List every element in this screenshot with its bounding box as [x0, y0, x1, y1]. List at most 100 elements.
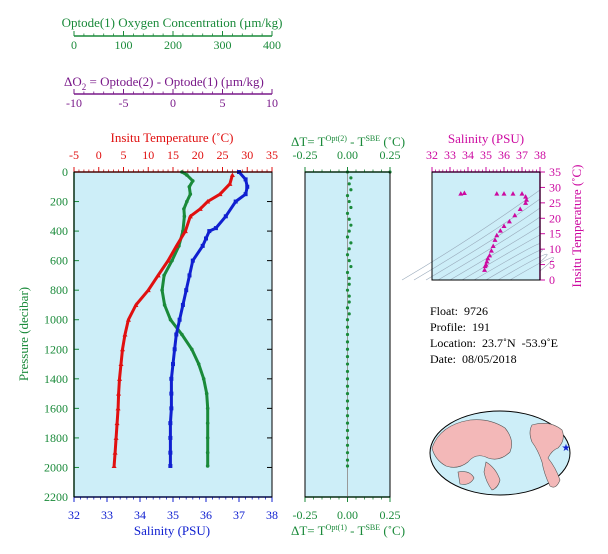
salinity-tick-label: 37 — [233, 508, 245, 522]
ts-density-contour — [509, 257, 554, 281]
salinity-point — [204, 236, 208, 241]
temperature-point — [155, 272, 161, 278]
salinity-tick-label: 33 — [101, 508, 113, 522]
oxygen-tick-label: 300 — [214, 38, 232, 52]
salinity-point — [243, 177, 248, 182]
ts-point — [510, 191, 516, 196]
salinity-point — [168, 463, 173, 468]
profile-number: Profile: 191 — [430, 320, 490, 334]
salinity-tick-label: 36 — [200, 508, 212, 522]
ts-y-tick-label: 20 — [549, 211, 561, 225]
ts-point — [494, 232, 500, 238]
pressure-tick-label: 2200 — [44, 490, 68, 504]
ts-point — [519, 191, 525, 196]
delta-t-top-title-a: ΔT= T — [291, 134, 326, 149]
delta-t-point — [347, 247, 351, 251]
delta-t-point — [345, 362, 350, 366]
ts-x-tick-label: 35 — [480, 148, 492, 162]
oxygen-tick-label: 0 — [71, 38, 77, 52]
salinity-point — [213, 226, 218, 231]
delta-o2-title-subscript: 2 — [82, 82, 87, 92]
delta-o2-axis-ticks: -10 -5 0 5 10 — [66, 89, 278, 110]
oxygen-point — [182, 214, 187, 219]
ts-point — [506, 218, 512, 224]
delta-t-point — [345, 332, 350, 337]
delta-t-bottom-tick-label: 0.00 — [337, 508, 358, 522]
temperature-point — [122, 332, 128, 337]
delta-t-point — [347, 312, 351, 316]
oxygen-point — [187, 184, 192, 189]
delta-t-point — [347, 229, 351, 233]
delta-t-axis-ticks: -0.25 0.00 0.25 -0.25 0.00 0.25 — [293, 148, 401, 522]
delta-t-top-title-sup2: SBE — [365, 134, 380, 143]
oxygen-tick-label: 100 — [115, 38, 133, 52]
temperature-tick-label: 10 — [142, 148, 154, 162]
delta-t-point — [345, 414, 350, 418]
map-land-eurasia — [431, 419, 512, 468]
profile-panel-frame — [73, 171, 273, 498]
ts-density-contour — [425, 207, 541, 281]
ts-y-tick-label: 10 — [549, 242, 561, 256]
ts-x-tick-label: 36 — [498, 148, 510, 162]
ts-x-tick-label: 38 — [534, 148, 546, 162]
salinity-point — [174, 332, 179, 337]
temperature-point — [118, 361, 124, 367]
salinity-point — [223, 214, 228, 219]
delta-t-point — [345, 464, 350, 468]
delta-t-point — [347, 199, 351, 204]
delta-t-bottom-title-sup: Opt(1) — [326, 523, 348, 532]
salinity-point — [168, 435, 173, 440]
ts-y-tick-label: 15 — [549, 227, 561, 241]
temperature-tick-label: 0 — [96, 148, 102, 162]
oxygen-point — [170, 258, 174, 263]
delta-t-point — [345, 235, 350, 239]
delta-t-panel-frame — [304, 171, 391, 498]
delta-t-bottom-title-a: ΔT= T — [291, 523, 326, 538]
temperature-tick-label: 25 — [217, 148, 229, 162]
oxygen-point — [190, 347, 194, 352]
delta-t-point — [347, 217, 351, 221]
ts-point — [482, 263, 488, 269]
profile-panel-background — [74, 172, 272, 497]
temperature-point — [111, 463, 117, 468]
salinity-point — [168, 450, 173, 455]
delta-o2-title-rest: = Optode(2) - Optode(1) (µm/kg) — [86, 74, 264, 89]
oxygen-point — [205, 421, 210, 425]
ts-ylabel: Insitu Temperature (˚C) — [569, 164, 584, 287]
oxygen-tick-label: 200 — [164, 38, 182, 52]
delta-t-point — [345, 194, 350, 198]
delta-t-bottom-title-b: - T — [347, 523, 366, 538]
temperature-axis-ticks: -5 0 5 10 15 20 25 30 35 — [69, 148, 278, 173]
temperature-point — [114, 420, 120, 426]
delta-o2-tick-label: 0 — [170, 96, 176, 110]
oxygen-point — [185, 173, 189, 177]
temperature-point — [133, 302, 139, 307]
pressure-tick-label: 800 — [50, 283, 68, 297]
ts-panel-frame — [431, 171, 541, 281]
ts-density-contour — [401, 189, 541, 281]
temperature-point — [120, 346, 126, 352]
temperature-point — [117, 376, 123, 381]
delta-t-point — [345, 355, 350, 359]
delta-t-point — [345, 436, 350, 440]
ts-point — [497, 228, 503, 233]
delta-t-point — [349, 223, 353, 227]
salinity-point — [200, 243, 205, 248]
delta-t-top-tick-label: 0.25 — [380, 148, 401, 162]
delta-o2-title-prefix: ΔO — [64, 74, 82, 89]
oxygen-point — [205, 450, 210, 455]
delta-o2-tick-label: 5 — [220, 96, 226, 110]
delta-t-point — [345, 377, 350, 381]
delta-t-bottom-tick-label: -0.25 — [293, 508, 318, 522]
pressure-tick-label: 1200 — [44, 342, 68, 356]
delta-t-point — [345, 369, 350, 374]
oxygen-point — [204, 391, 209, 396]
pressure-tick-label: 1800 — [44, 431, 68, 445]
salinity-point — [169, 376, 174, 381]
delta-t-point — [345, 325, 350, 329]
delta-t-point — [345, 340, 350, 344]
salinity-point — [169, 391, 174, 396]
delta-t-point — [345, 428, 350, 433]
map-land-australia — [457, 471, 475, 485]
